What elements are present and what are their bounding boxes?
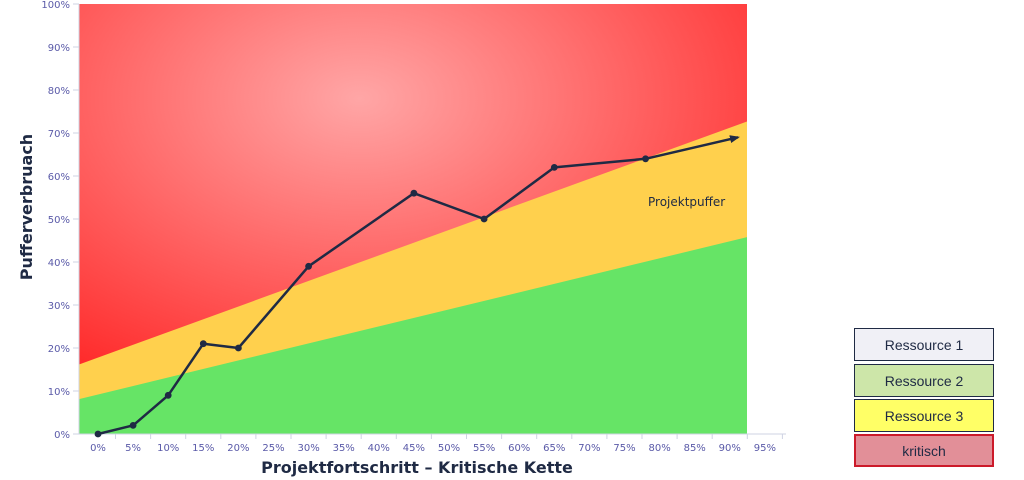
x-tick-label: 30% <box>297 443 319 454</box>
y-tick-label: 20% <box>48 344 70 355</box>
data-point <box>642 155 649 163</box>
y-tick-label: 30% <box>48 301 70 312</box>
y-tick-label: 10% <box>48 387 70 398</box>
data-point <box>164 391 172 399</box>
x-tick-label: 10% <box>157 443 179 454</box>
legend-label: Ressource 1 <box>884 336 964 353</box>
x-tick-label: 25% <box>262 443 284 454</box>
legend-label: Ressource 3 <box>884 407 964 424</box>
x-tick-label: 75% <box>613 443 635 454</box>
y-tick-label: 40% <box>48 258 70 269</box>
x-tick-label: 80% <box>648 443 670 454</box>
y-tick-label: 100% <box>41 0 70 11</box>
data-point <box>305 262 312 270</box>
legend-item-kritisch: kritisch <box>854 434 994 467</box>
y-tick-label: 60% <box>48 172 70 183</box>
data-point <box>94 430 102 438</box>
x-tick-label: 55% <box>473 443 495 454</box>
y-tick-label: 80% <box>48 86 70 97</box>
data-point <box>410 189 418 197</box>
x-tick-label: 5% <box>125 443 141 454</box>
x-tick-label: 45% <box>403 443 425 454</box>
x-tick-label: 15% <box>192 443 214 454</box>
y-tick-label: 50% <box>48 215 70 226</box>
legend-item-ressource-2: Ressource 2 <box>854 364 994 397</box>
x-tick-label: 40% <box>368 443 390 454</box>
y-tick-label: 70% <box>48 129 70 140</box>
data-point <box>480 215 488 223</box>
x-tick-label: 0% <box>90 443 106 454</box>
legend-label: Ressource 2 <box>884 372 964 389</box>
zone-green <box>79 237 747 434</box>
x-tick-label: 60% <box>508 443 530 454</box>
x-tick-label: 65% <box>543 443 565 454</box>
data-point <box>199 340 207 348</box>
legend-item-ressource-1: Ressource 1 <box>854 328 994 361</box>
data-point <box>129 422 137 429</box>
data-point <box>550 164 558 171</box>
y-tick-label: 90% <box>48 43 70 54</box>
legend-item-ressource-3: Ressource 3 <box>854 399 994 432</box>
x-tick-label: 20% <box>227 443 249 454</box>
x-tick-label: 85% <box>684 443 706 454</box>
x-axis-title: Projektfortschritt – Kritische Kette <box>261 458 573 477</box>
legend-label: kritisch <box>902 442 946 459</box>
x-tick-label: 95% <box>754 443 776 454</box>
y-axis-title: Pufferverbruach <box>17 134 36 280</box>
x-tick-label: 35% <box>333 443 355 454</box>
x-tick-label: 70% <box>578 443 600 454</box>
x-tick-label: 50% <box>438 443 460 454</box>
y-tick-label: 0% <box>54 430 70 441</box>
data-point <box>235 344 242 352</box>
x-tick-label: 90% <box>719 443 741 454</box>
annotation-projektpuffer: Projektpuffer <box>648 195 725 209</box>
